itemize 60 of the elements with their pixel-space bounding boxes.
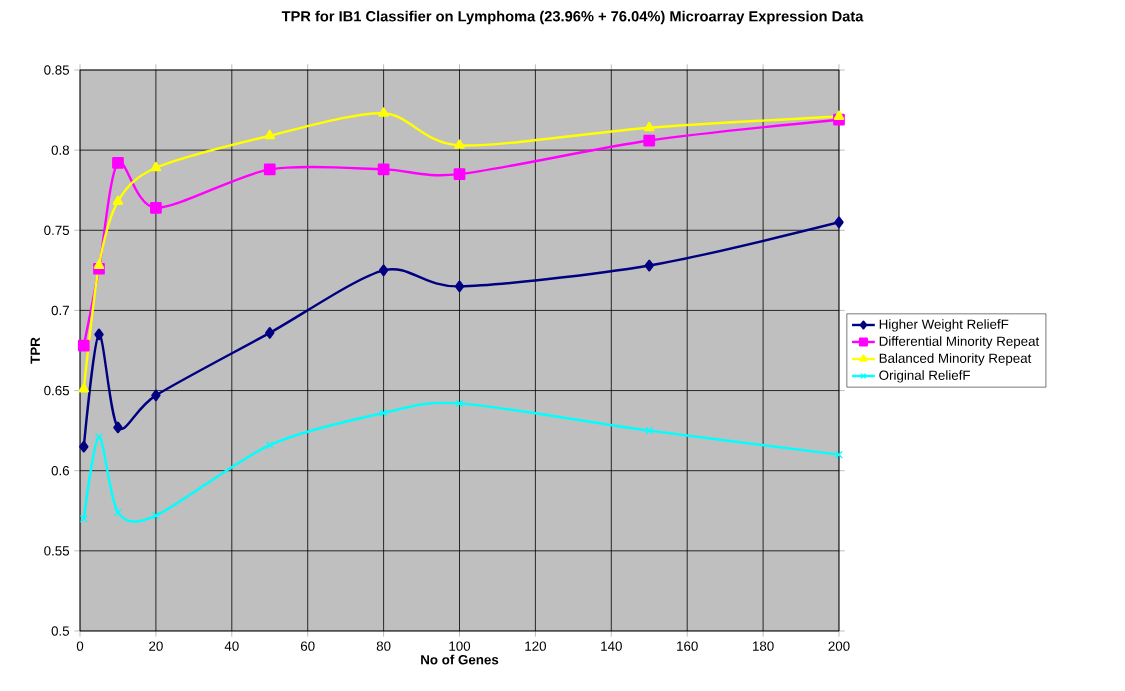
point (78, 383, 90, 393)
point (265, 441, 274, 450)
x-tick-label: 160 (677, 641, 698, 651)
x-tick-label: 20 (149, 641, 163, 651)
point (378, 264, 389, 277)
point (643, 134, 656, 147)
point (454, 139, 465, 149)
point (455, 399, 464, 408)
point (835, 450, 843, 459)
y-tick-label: 0.55 (44, 546, 70, 556)
point (113, 508, 122, 517)
point (834, 216, 844, 229)
y-tick-label: 0.8 (51, 145, 70, 155)
y-tick-label: 0.75 (44, 225, 70, 235)
x-tick-label: 0 (76, 641, 84, 651)
x-tick-label: 180 (753, 641, 774, 651)
point (95, 433, 103, 442)
point (644, 121, 655, 132)
y-tick-label: 0.65 (44, 385, 70, 396)
x-tick-label: 140 (601, 641, 622, 651)
legend-label: Original ReliefF (879, 370, 970, 383)
point (265, 326, 275, 339)
legend-label: Higher Weight ReliefF (879, 319, 1009, 332)
point (151, 389, 161, 402)
point (377, 163, 390, 176)
point (77, 339, 90, 352)
y-tick-label: 0.7 (51, 305, 69, 316)
point (150, 201, 162, 214)
y-tick-label: 0.5 (51, 626, 70, 636)
legend-label: Differential Minority Repeat (879, 336, 1040, 349)
point (113, 421, 123, 434)
x-tick-label: 60 (300, 641, 315, 651)
point (94, 328, 104, 341)
legend-label: Balanced Minority Repeat (879, 353, 1032, 366)
x-tick-label: 200 (828, 641, 850, 651)
point (151, 511, 160, 520)
point (378, 107, 389, 117)
point (453, 168, 466, 181)
point (379, 409, 388, 417)
x-axis-title: No of Genes (421, 654, 499, 665)
y-tick-label: 0.85 (44, 65, 70, 75)
point (79, 440, 89, 453)
point (112, 195, 124, 205)
point (112, 157, 124, 169)
point (79, 514, 88, 523)
point (454, 280, 465, 293)
point (93, 259, 105, 270)
chart-title: TPR for IB1 Classifier on Lymphoma (23.96% + 76.04%) Microarray Expression Data (281, 10, 864, 25)
point (833, 110, 845, 121)
y-axis-title: TPR (30, 337, 40, 364)
x-tick-label: 100 (449, 641, 471, 651)
point (645, 426, 654, 435)
point (264, 129, 275, 140)
x-tick-label: 120 (525, 641, 547, 651)
x-tick-label: 40 (224, 641, 239, 651)
y-tick-label: 0.6 (51, 465, 70, 476)
point (150, 161, 162, 172)
x-tick-label: 80 (376, 641, 391, 651)
point (263, 163, 276, 176)
point (644, 259, 654, 272)
